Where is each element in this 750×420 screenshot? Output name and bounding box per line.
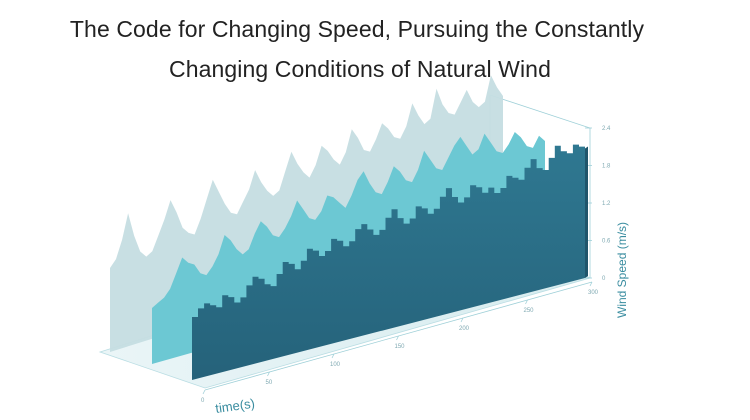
chart-title-line-1: The Code for Changing Speed, Pursuing th…	[69, 16, 645, 42]
x-tick-mark	[331, 353, 335, 359]
tick-labels: 0 0.6 1.2 1.8 2.4 0 50 100 150 200 250 300	[201, 126, 611, 404]
y-tick-label: 1.8	[602, 164, 611, 170]
wind-series-front	[192, 144, 585, 380]
x-tick-label: 100	[330, 362, 341, 368]
x-tick-mark	[202, 389, 206, 395]
x-tick-label: 0	[201, 398, 205, 404]
series-layer	[110, 75, 588, 380]
y-tick-label: 1.2	[602, 201, 611, 207]
x-tick-label: 200	[459, 326, 470, 332]
y-axis-title: Wind Speed (m/s)	[615, 222, 629, 318]
chart-title-line-2: Changing Conditions of Natural Wind	[169, 56, 551, 82]
x-axis-title: time(s)	[214, 396, 255, 416]
x-tick-mark	[460, 317, 464, 323]
y-tick-label: 0.6	[602, 239, 611, 245]
x-tick-mark	[525, 299, 528, 305]
y-tick-label: 0	[602, 276, 606, 282]
x-tick-label: 250	[524, 308, 535, 314]
x-tick-mark	[396, 335, 399, 341]
y-tick-label: 2.4	[602, 126, 611, 132]
x-tick-mark	[267, 371, 270, 377]
x-tick-mark	[589, 281, 593, 287]
x-tick-label: 150	[395, 344, 406, 350]
x-tick-label: 300	[588, 290, 599, 296]
x-tick-label: 50	[266, 380, 273, 386]
front-series-end-face	[585, 146, 588, 278]
